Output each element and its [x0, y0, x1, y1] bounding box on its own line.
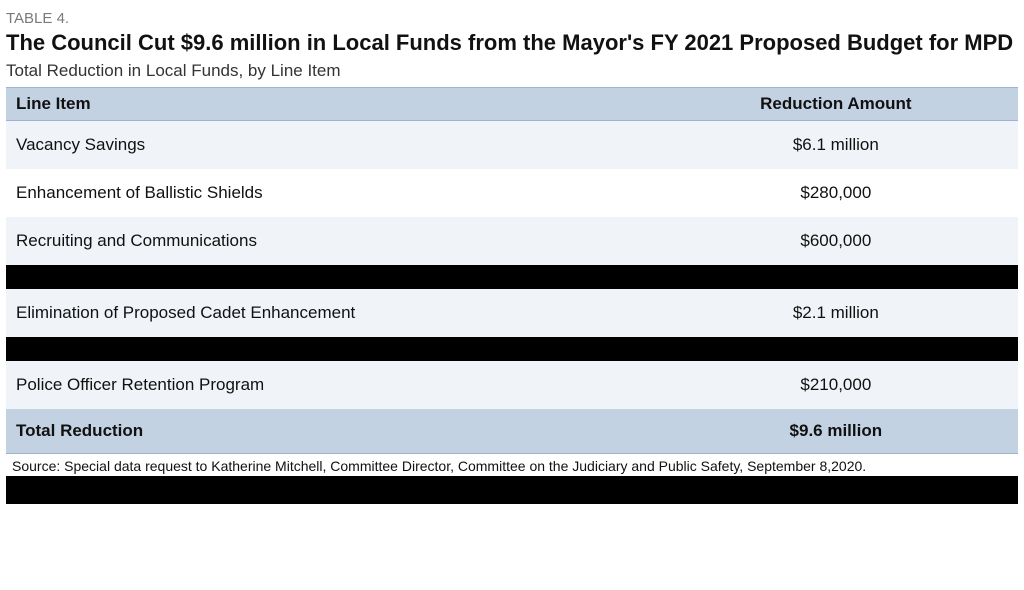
cell-line-item: Enhancement of Ballistic Shields [6, 169, 654, 217]
table-number-label: TABLE 4. [6, 10, 1018, 27]
table-header-row: Line Item Reduction Amount [6, 87, 1018, 120]
cell-line-item: Elimination of Proposed Cadet Enhancemen… [6, 289, 654, 337]
cell-amount: $600,000 [654, 217, 1018, 265]
bottom-redaction-bar [6, 476, 1018, 504]
table-container: TABLE 4. The Council Cut $9.6 million in… [0, 0, 1024, 504]
cell-line-item-redacted [6, 265, 654, 289]
table-row: Elimination of Proposed Cadet Enhancemen… [6, 289, 1018, 337]
table-body: Vacancy Savings $6.1 million Enhancement… [6, 120, 1018, 453]
table-title: The Council Cut $9.6 million in Local Fu… [6, 29, 1018, 57]
table-source-note: Source: Special data request to Katherin… [6, 453, 1018, 476]
cell-amount: $210,000 [654, 361, 1018, 409]
cell-amount: $6.1 million [654, 120, 1018, 169]
cell-line-item: Police Officer Retention Program [6, 361, 654, 409]
cell-total-amount: $9.6 million [654, 409, 1018, 453]
table-row: Vacancy Savings $6.1 million [6, 120, 1018, 169]
cell-amount-redacted [654, 265, 1018, 289]
col-header-line-item: Line Item [6, 87, 654, 120]
cell-amount: $2.1 million [654, 289, 1018, 337]
table-row: Enhancement of Ballistic Shields $280,00… [6, 169, 1018, 217]
table-subtitle: Total Reduction in Local Funds, by Line … [6, 61, 1018, 81]
table-row-total: Total Reduction $9.6 million [6, 409, 1018, 453]
cell-total-label: Total Reduction [6, 409, 654, 453]
cell-line-item-redacted [6, 337, 654, 361]
cell-line-item: Vacancy Savings [6, 120, 654, 169]
table-row: Police Officer Retention Program $210,00… [6, 361, 1018, 409]
cell-amount: $280,000 [654, 169, 1018, 217]
cell-amount-redacted [654, 337, 1018, 361]
reduction-table: Line Item Reduction Amount Vacancy Savin… [6, 87, 1018, 453]
cell-line-item: Recruiting and Communications [6, 217, 654, 265]
table-row-redacted [6, 337, 1018, 361]
col-header-amount: Reduction Amount [654, 87, 1018, 120]
table-row: Recruiting and Communications $600,000 [6, 217, 1018, 265]
table-row-redacted [6, 265, 1018, 289]
